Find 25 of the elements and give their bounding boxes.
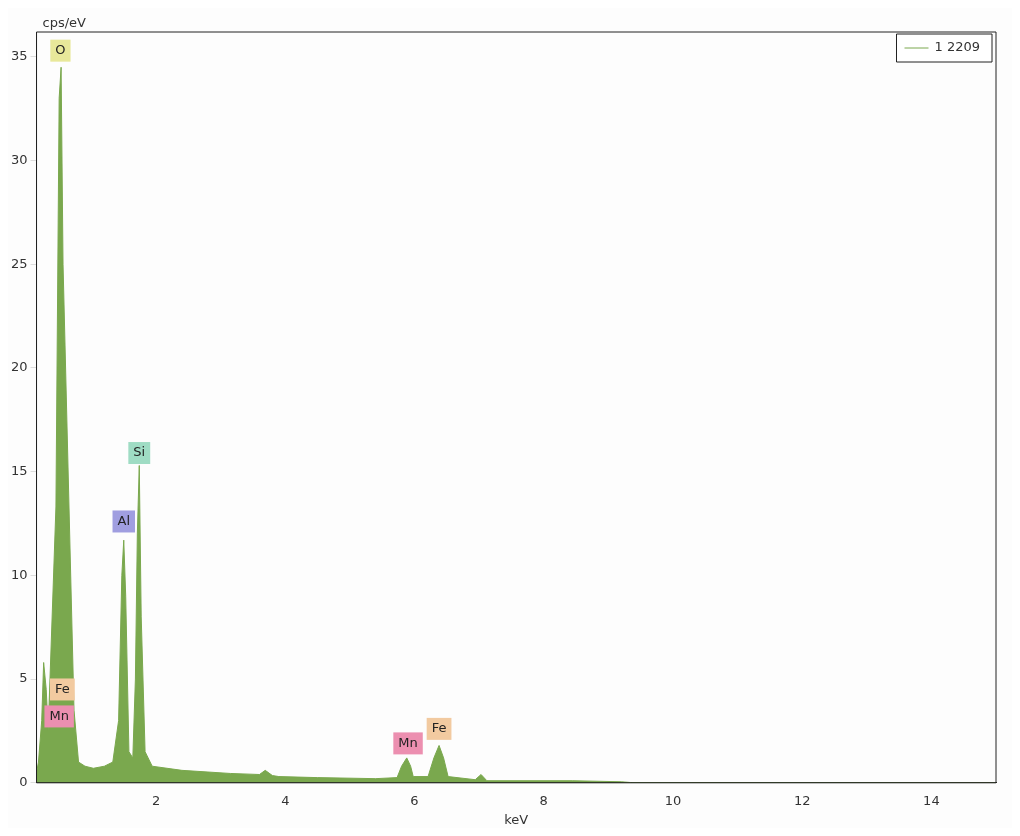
y-tick-label: 25 <box>11 255 28 271</box>
y-tick-label: 5 <box>19 670 28 686</box>
x-tick-label: 10 <box>664 792 682 808</box>
x-tick-label: 6 <box>410 792 419 808</box>
annotation: Mn <box>398 734 418 750</box>
x-tick-label: 8 <box>539 792 548 808</box>
y-tick-label: 35 <box>11 48 28 64</box>
x-tick-label: 12 <box>793 792 811 808</box>
y-tick-label: 30 <box>11 151 28 167</box>
x-tick-label: 2 <box>151 792 161 808</box>
x-axis-title: keV <box>504 811 529 827</box>
annotation: Fe <box>431 720 447 736</box>
annotation: O <box>55 42 66 58</box>
annotation: Al <box>117 512 131 528</box>
annotation: Mn <box>49 707 69 723</box>
y-axis-title: cps/eV <box>42 14 87 30</box>
y-tick-label: 0 <box>19 774 28 790</box>
legend-label: 1 2209 <box>934 39 981 55</box>
annotation: Si <box>133 444 146 460</box>
x-tick-label: 4 <box>281 792 290 808</box>
x-tick-label: 14 <box>923 792 940 808</box>
y-tick-label: 10 <box>11 566 28 582</box>
annotation: Fe <box>55 680 70 696</box>
y-tick-label: 15 <box>11 463 28 479</box>
y-tick-label: 20 <box>11 359 28 375</box>
